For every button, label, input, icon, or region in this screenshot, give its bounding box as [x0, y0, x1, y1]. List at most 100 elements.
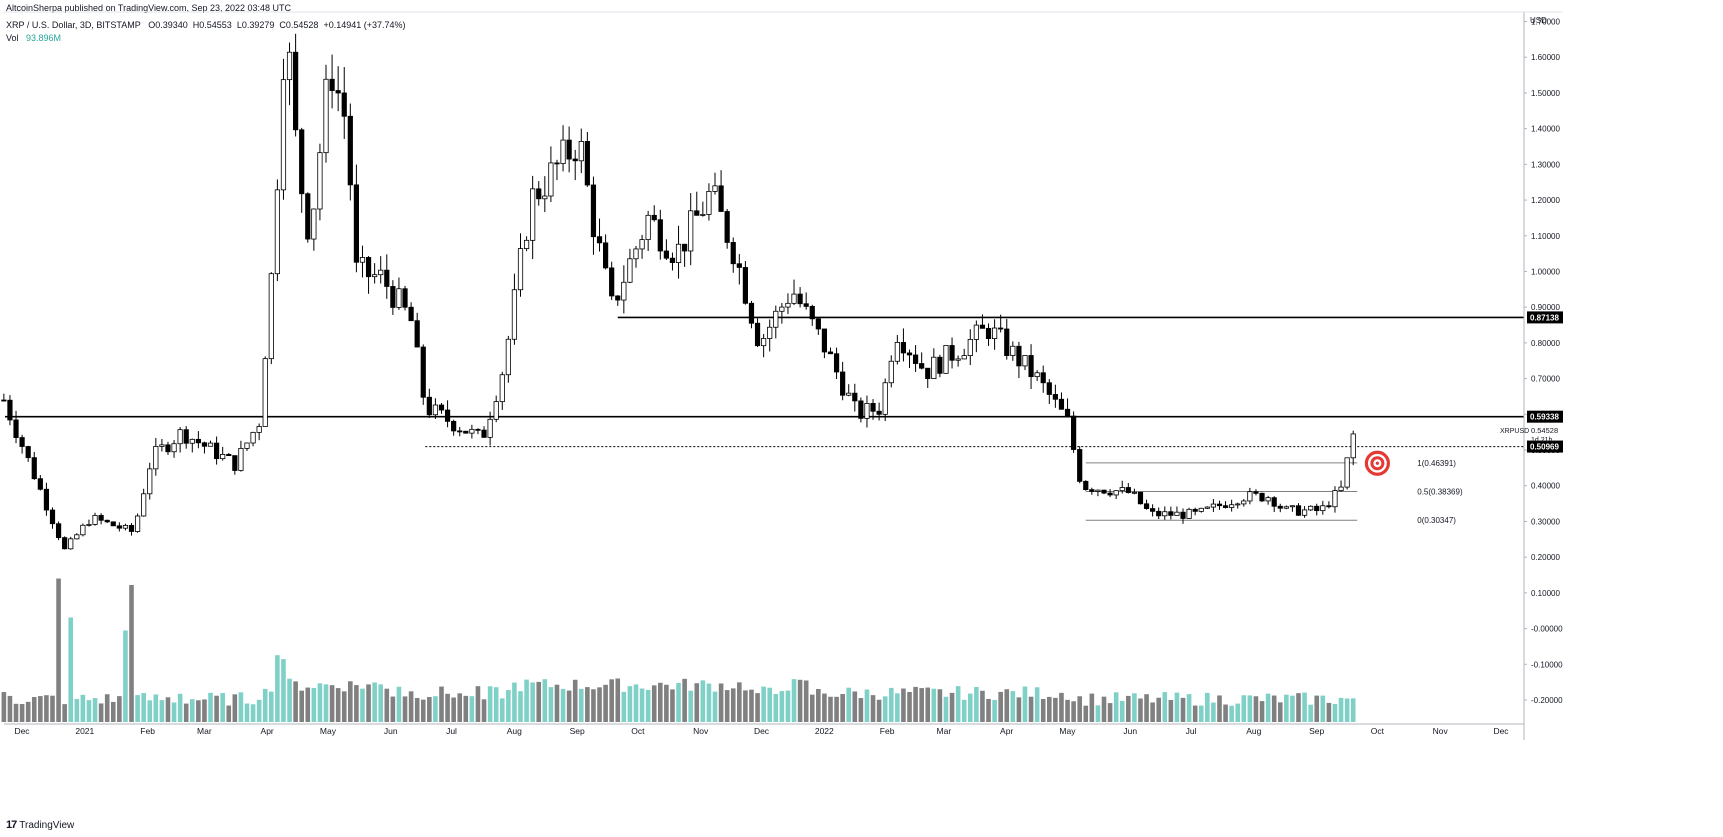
- volume-bar: [542, 679, 548, 722]
- candle-body: [1283, 506, 1289, 509]
- y-tick-label: 1.20000: [1531, 196, 1560, 205]
- volume-bar: [822, 693, 827, 722]
- x-tick-label: Oct: [631, 726, 645, 736]
- candle-body: [1004, 328, 1010, 356]
- candle-body: [973, 324, 979, 340]
- volume-bar: [44, 695, 49, 722]
- currency-label: USD: [1530, 16, 1547, 25]
- volume-bar: [1241, 695, 1247, 722]
- x-tick-label: Mar: [197, 726, 212, 736]
- candle-body: [888, 360, 894, 384]
- volume-bar: [1186, 694, 1192, 722]
- candle-body: [955, 358, 961, 361]
- volume-bar: [165, 697, 171, 722]
- volume-bar: [1053, 697, 1058, 722]
- candle-body: [906, 352, 913, 356]
- volume-bar: [901, 688, 906, 722]
- y-tick-label: 0.80000: [1531, 339, 1560, 348]
- candle-body: [712, 185, 718, 192]
- volume-bar: [493, 687, 499, 722]
- volume-bar: [907, 691, 912, 722]
- x-tick-label: May: [320, 726, 337, 736]
- volume-bar: [828, 696, 833, 722]
- x-tick-label: Aug: [1246, 726, 1261, 736]
- volume-bar: [658, 682, 663, 722]
- volume-bar: [603, 684, 608, 722]
- volume-bar: [335, 688, 341, 722]
- candle-body: [201, 442, 208, 447]
- volume-bar: [293, 681, 298, 722]
- volume-bar: [512, 682, 517, 722]
- volume-bar: [609, 679, 614, 722]
- candle-body: [147, 468, 153, 495]
- y-tick-label: 0.10000: [1531, 589, 1560, 598]
- y-tick-label: 0.30000: [1531, 517, 1560, 526]
- y-tick-label: 0.90000: [1531, 303, 1560, 312]
- candle-body: [426, 396, 432, 416]
- volume-bar: [1235, 703, 1241, 722]
- candle-body: [49, 509, 56, 525]
- open-value: O0.39340: [148, 20, 188, 30]
- volume-bar: [1101, 696, 1107, 722]
- candle-body: [317, 152, 323, 210]
- candle-body: [1077, 449, 1083, 482]
- candle-body: [1022, 355, 1028, 367]
- candlesticks: [1, 33, 1356, 550]
- candle-body: [110, 521, 116, 527]
- candle-body: [809, 306, 815, 320]
- volume-bar: [1126, 695, 1131, 722]
- y-tick-label: -0.00000: [1531, 625, 1563, 634]
- y-tick-label: -0.10000: [1531, 660, 1563, 669]
- volume-bar: [25, 701, 31, 722]
- candle-body: [748, 302, 755, 324]
- volume-bar: [1247, 695, 1253, 722]
- volume-bar: [1010, 691, 1016, 722]
- volume-bar: [1277, 702, 1283, 722]
- x-tick-label: Mar: [937, 726, 952, 736]
- candle-body: [998, 327, 1004, 330]
- candle-body: [116, 525, 122, 529]
- candle-body: [876, 410, 882, 415]
- volume-bar: [372, 682, 377, 722]
- candle-body: [68, 538, 74, 550]
- candle-body: [1192, 508, 1198, 512]
- candle-body: [615, 295, 621, 301]
- candle-body: [742, 267, 748, 304]
- candle-body: [803, 303, 809, 307]
- volume-bar: [560, 688, 566, 722]
- candle-body: [675, 243, 682, 264]
- volume-bar: [506, 690, 511, 722]
- countdown-label: 1d 21h: [1531, 437, 1553, 444]
- volume-bar: [767, 687, 773, 722]
- symbol-label: XRP / U.S. Dollar, 3D, BITSTAMP: [6, 20, 141, 30]
- volume-bar: [779, 691, 785, 722]
- candle-body: [1174, 511, 1180, 516]
- volume-line: Vol 93.896M: [6, 33, 406, 44]
- candle-body: [390, 286, 396, 308]
- target-marker: [1364, 450, 1390, 476]
- candle-body: [523, 239, 530, 249]
- volume-bar: [68, 617, 74, 722]
- volume-bar: [1028, 696, 1034, 722]
- tradingview-footer[interactable]: 17 TradingView: [6, 819, 74, 831]
- candle-body: [493, 401, 499, 420]
- candle-body: [706, 191, 712, 215]
- volume-bar: [1016, 697, 1022, 722]
- candle-body: [700, 214, 706, 216]
- candle-body: [1040, 372, 1046, 384]
- candle-body: [937, 356, 943, 374]
- volume-bar: [196, 700, 201, 722]
- candle-body: [1295, 505, 1302, 516]
- volume-bar: [214, 695, 219, 722]
- candle-body: [1289, 505, 1296, 508]
- volume-bar: [1138, 698, 1143, 722]
- volume-bar: [147, 700, 153, 722]
- candle-body: [736, 263, 742, 268]
- candle-body: [177, 429, 183, 445]
- volume-bar: [1089, 693, 1095, 722]
- candle-body: [925, 367, 931, 380]
- x-tick-label: Apr: [1000, 726, 1013, 736]
- candle-body: [931, 356, 937, 380]
- volume-bar: [80, 694, 86, 722]
